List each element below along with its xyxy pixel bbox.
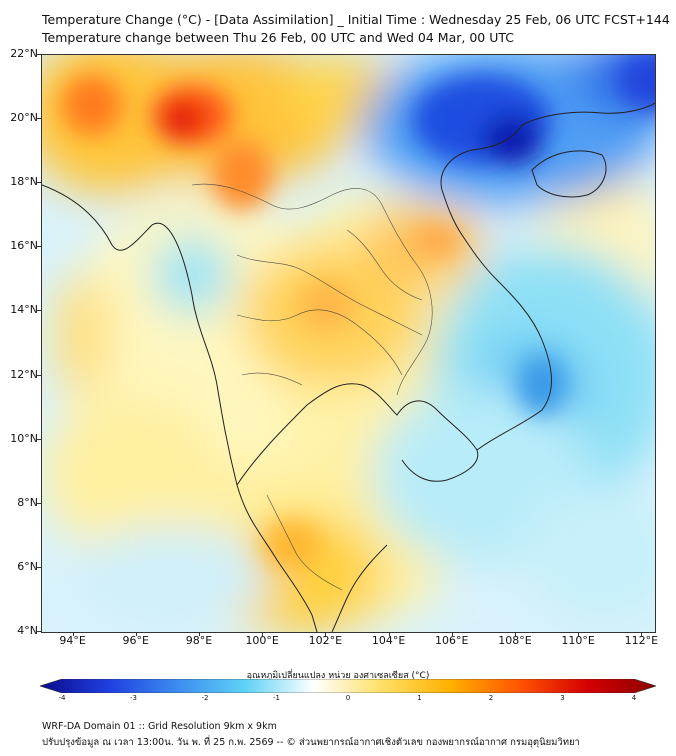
- colorbar-tick-label: 3: [560, 694, 565, 702]
- lat-label-18: 18°N: [10, 175, 38, 189]
- colorbar-bar: [40, 679, 656, 693]
- lon-tick: [451, 632, 453, 636]
- lon-label-112: 112°E: [624, 634, 659, 647]
- lat-tick: [37, 502, 41, 504]
- lon-label-106: 106°E: [435, 634, 469, 647]
- temperature-extremes: [62, 55, 655, 570]
- lat-label-10: 10°N: [10, 431, 38, 445]
- colorbar-tick-label: 0: [345, 694, 351, 702]
- lon-label-98: 98°E: [185, 634, 213, 647]
- colorbar-tick-label: 4: [631, 694, 637, 702]
- lat-label-8: 8°N: [17, 495, 38, 509]
- lon-tick: [578, 632, 580, 636]
- lat-tick: [37, 54, 41, 55]
- map-title: Temperature Change (°C) - [Data Assimila…: [42, 12, 670, 27]
- lon-tick: [514, 632, 516, 636]
- lat-label-4: 4°N: [17, 624, 38, 637]
- lon-label-108: 108°E: [498, 634, 532, 647]
- credit-line: ปรับปรุงข้อมูล ณ เวลา 13:00น. วัน พ. ที่…: [42, 737, 580, 748]
- lat-label-12: 12°N: [10, 367, 38, 381]
- coastlines: [42, 102, 655, 632]
- lon-tick: [325, 632, 327, 636]
- lon-label-100: 100°E: [245, 634, 279, 647]
- temperature-field: [42, 55, 655, 632]
- colorbar-tick-label: -4: [58, 694, 66, 702]
- colorbar: [40, 679, 656, 693]
- colorbar-tick-label: 1: [417, 694, 422, 702]
- lon-label-94: 94°E: [59, 634, 86, 647]
- lat-tick: [37, 374, 41, 376]
- lon-label-104: 104°E: [371, 634, 406, 647]
- lat-label-16: 16°N: [10, 239, 38, 253]
- lon-tick: [388, 632, 390, 636]
- lat-label-6: 6°N: [17, 559, 38, 573]
- colorbar-tick-label: -2: [201, 694, 209, 702]
- lat-tick: [37, 566, 41, 568]
- borders: [191, 183, 433, 591]
- model-info: WRF-DA Domain 01 :: Grid Resolution 9km …: [42, 721, 277, 732]
- temperature-change-map: [41, 54, 656, 633]
- colorbar-tick-label: 2: [488, 694, 494, 702]
- colorbar-tick-label: -3: [130, 694, 137, 702]
- map-subtitle: Temperature change between Thu 26 Feb, 0…: [42, 30, 514, 45]
- lat-tick: [37, 310, 41, 312]
- lon-tick: [198, 632, 200, 636]
- colorbar-title: อุณหภูมิเปลี่ยนแปลง หน่วย องศาเซลเซียส (…: [246, 671, 430, 681]
- lon-label-110: 110°E: [561, 634, 595, 647]
- lon-tick: [262, 632, 264, 636]
- lat-tick: [37, 246, 41, 248]
- map-canvas: [42, 55, 655, 632]
- lat-tick: [37, 118, 41, 120]
- lat-tick: [37, 182, 41, 184]
- lat-tick: [37, 631, 41, 632]
- colorbar-tick-label: -1: [273, 694, 280, 702]
- lon-tick: [641, 632, 643, 636]
- lat-tick: [37, 438, 41, 440]
- lon-tick: [72, 632, 74, 636]
- lon-label-96: 96°E: [122, 634, 149, 647]
- lat-label-14: 14°N: [10, 303, 38, 317]
- lon-label-102: 102°E: [308, 634, 343, 647]
- lat-label-22: 22°N: [10, 47, 38, 60]
- lat-label-20: 20°N: [10, 111, 38, 125]
- lon-tick: [135, 632, 137, 636]
